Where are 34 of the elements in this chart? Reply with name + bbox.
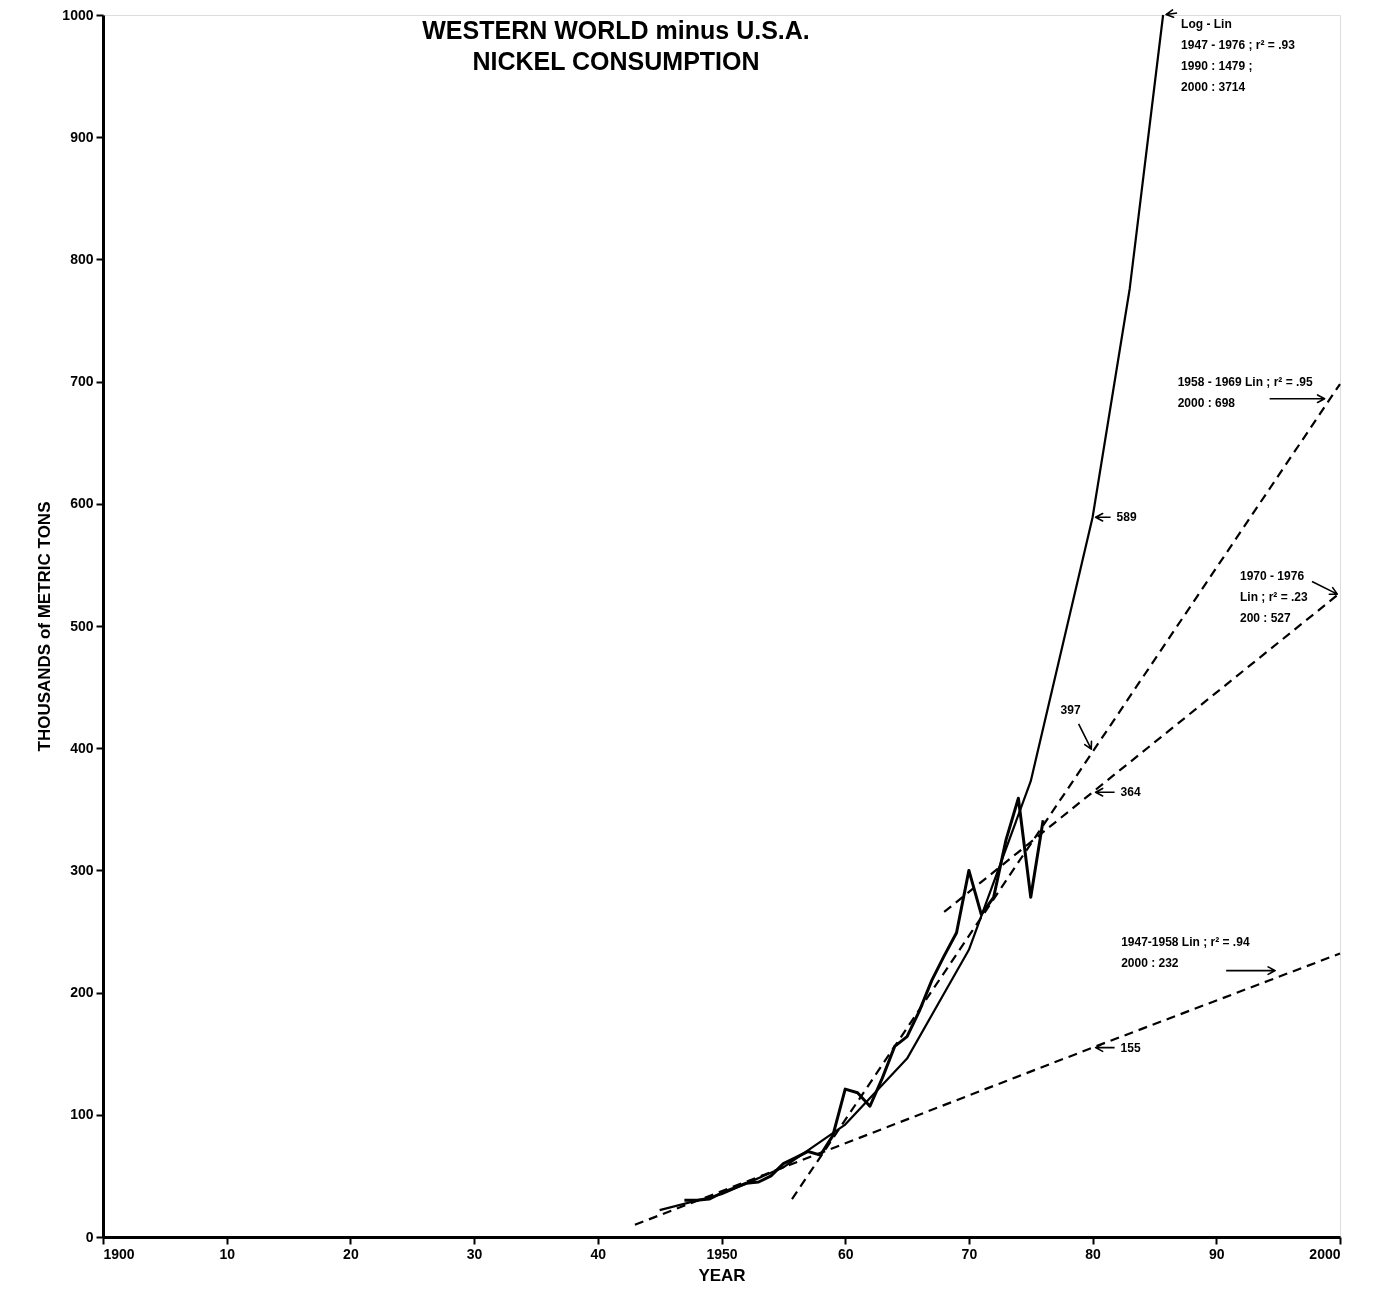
y-tick-label: 1000 (62, 6, 94, 23)
x-tick-label: 10 (219, 1245, 236, 1262)
x-tick-label: 1900 (103, 1245, 135, 1262)
x-tick-label: 30 (466, 1245, 483, 1262)
x-tick-label: 80 (1085, 1245, 1102, 1262)
x-tick-label: 90 (1209, 1245, 1225, 1262)
y-tick-label: 0 (85, 1228, 94, 1245)
annotation: 1947-1958 Lin ; r² = .94 2000 : 232 (1121, 934, 1250, 970)
annotation: Log - Lin 1947 - 1976 ; r² = .93 1990 : 1479 ; 2000 : 3714 (1181, 17, 1296, 94)
annotation: 397 (1060, 702, 1081, 717)
y-tick-label: 100 (70, 1106, 94, 1123)
y-tick-label: 900 (70, 128, 94, 145)
y-tick-label: 800 (70, 250, 94, 267)
x-axis-title: YEAR (698, 1265, 746, 1285)
x-tick-label: 40 (590, 1245, 607, 1262)
x-tick-label: 1950 (706, 1245, 738, 1262)
x-tick-label: 70 (961, 1245, 978, 1262)
y-tick-label: 200 (70, 984, 94, 1001)
annotation: 1958 - 1969 Lin ; r² = .95 2000 : 698 (1177, 374, 1314, 410)
y-tick-label: 500 (70, 617, 94, 634)
x-tick-label: 2000 (1309, 1245, 1341, 1262)
annotation: 589 (1116, 510, 1137, 525)
text: NICKEL CONSUMPTION (472, 47, 760, 75)
y-tick-label: 300 (70, 861, 94, 878)
y-axis-title: THOUSANDS of METRIC TONS (35, 501, 55, 752)
y-tick-label: 700 (70, 373, 94, 390)
y-tick-label: 400 (70, 739, 94, 756)
x-tick-label: 20 (343, 1245, 359, 1262)
annotation: 1970 - 1976 Lin ; r² = .23 200 : 527 (1240, 569, 1309, 626)
y-tick-label: 600 (70, 495, 94, 512)
annotation: 155 (1120, 1040, 1141, 1055)
x-tick-label: 60 (837, 1245, 854, 1262)
chart-title: WESTERN WORLD minus U.S.A. (422, 16, 810, 44)
annotation: 364 (1120, 785, 1141, 800)
